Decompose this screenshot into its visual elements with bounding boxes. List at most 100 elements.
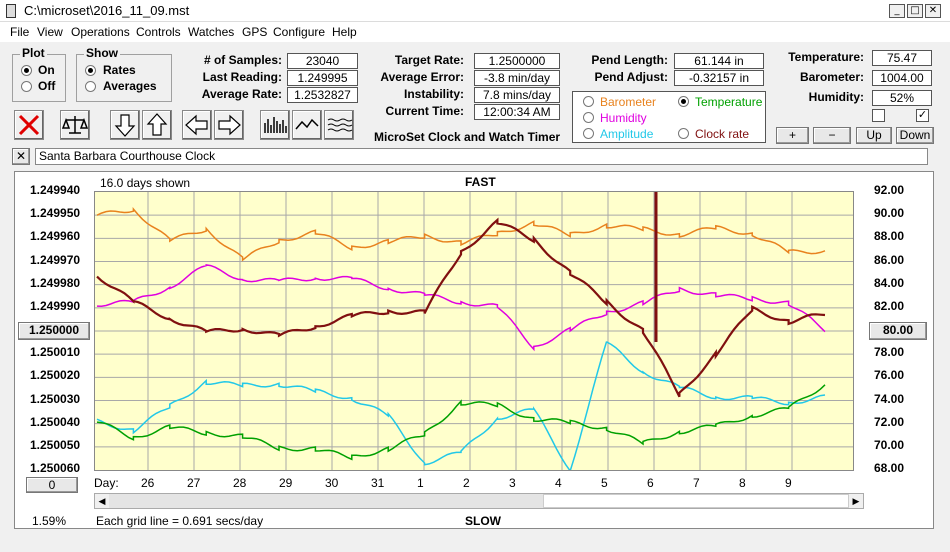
arrow-up-button[interactable] xyxy=(142,110,172,140)
x-tick: 6 xyxy=(647,476,654,490)
x-tick: 3 xyxy=(509,476,516,490)
wave-icon xyxy=(327,118,353,132)
arrow-left-button[interactable] xyxy=(182,110,212,140)
y-right-tick: 86.00 xyxy=(874,252,905,267)
barometer-radio[interactable] xyxy=(583,96,594,107)
histogram-button[interactable] xyxy=(260,110,290,140)
barometer-option-label: Barometer xyxy=(600,95,657,109)
right-mid-button[interactable]: 80.00 xyxy=(869,322,927,340)
show-averages-label: Averages xyxy=(103,79,157,93)
x-tick: 26 xyxy=(141,476,155,490)
smooth-button[interactable] xyxy=(292,110,322,140)
plot-area xyxy=(94,191,854,473)
menu-view[interactable]: View xyxy=(37,25,63,39)
menu-watches[interactable]: Watches xyxy=(188,25,235,39)
show-group-title: Show xyxy=(84,46,120,60)
scroll-thumb[interactable] xyxy=(543,494,849,508)
balance-button[interactable] xyxy=(60,110,90,140)
menu-help[interactable]: Help xyxy=(332,25,357,39)
clock-rate-radio[interactable] xyxy=(678,128,689,139)
horizontal-scrollbar[interactable]: ◀ ▶ xyxy=(94,493,864,509)
y-left-tick: 1.249940 xyxy=(30,183,81,197)
y-right-tick: 92.00 xyxy=(874,183,905,197)
rate-chart xyxy=(95,192,853,473)
x-tick: 1 xyxy=(417,476,424,490)
barometer-value: 1004.00 xyxy=(872,70,932,86)
amplitude-radio[interactable] xyxy=(583,128,594,139)
x-tick: 31 xyxy=(371,476,385,490)
humidity-option-label: Humidity xyxy=(600,111,647,125)
app-icon xyxy=(6,4,16,18)
x-tick: 2 xyxy=(463,476,470,490)
y-left-tick: 1.249950 xyxy=(30,206,81,221)
temperature-radio[interactable] xyxy=(678,96,689,107)
series-line-0 xyxy=(96,207,826,262)
clear-clock-button[interactable]: ✕ xyxy=(12,148,30,165)
plot-group xyxy=(12,54,66,102)
x-tick: 8 xyxy=(739,476,746,490)
menu-controls[interactable]: Controls xyxy=(136,25,181,39)
show-averages-radio[interactable] xyxy=(85,81,96,92)
arrow-up-icon xyxy=(146,113,168,136)
barometer-label: Barometer: xyxy=(799,70,864,84)
samples-label: # of Samples: xyxy=(203,53,282,67)
maximize-button[interactable]: □ xyxy=(907,4,923,18)
temperature-value: 75.47 xyxy=(872,50,932,66)
temperature-option-label: Temperature xyxy=(695,95,763,109)
env-checkbox-left[interactable] xyxy=(872,109,885,122)
plot-on-label: On xyxy=(38,63,55,77)
y-right-tick: 76.00 xyxy=(874,368,905,383)
plot-off-radio[interactable] xyxy=(21,81,32,92)
show-rates-label: Rates xyxy=(103,63,136,77)
y-right-tick: 82.00 xyxy=(874,298,905,313)
pend-length-value[interactable]: 61.144 in xyxy=(674,53,764,69)
close-button[interactable]: ✕ xyxy=(925,4,941,18)
menu-configure[interactable]: Configure xyxy=(273,25,326,39)
wave-button[interactable] xyxy=(324,110,354,140)
arrow-down-button[interactable] xyxy=(110,110,140,140)
menu-file[interactable]: File xyxy=(10,25,30,39)
pend-adjust-value[interactable]: -0.32157 in xyxy=(674,70,764,86)
show-rates-radio[interactable] xyxy=(85,65,96,76)
left-mid-button[interactable]: 1.250000 xyxy=(18,322,90,340)
plot-group-title: Plot xyxy=(20,46,47,60)
show-group xyxy=(76,54,172,102)
x-tick: 9 xyxy=(785,476,792,490)
series-line-2 xyxy=(96,341,826,473)
menu-gps[interactable]: GPS xyxy=(242,25,268,39)
plot-on-radio[interactable] xyxy=(21,65,32,76)
red-x-icon xyxy=(18,114,40,136)
scale-icon xyxy=(61,116,89,134)
y-right-tick: 72.00 xyxy=(874,414,905,429)
scroll-left-icon[interactable]: ◀ xyxy=(95,494,109,508)
down-button[interactable]: Down xyxy=(896,127,934,144)
clock-name-field[interactable]: Santa Barbara Courthouse Clock xyxy=(35,148,928,165)
arrow-right-button[interactable] xyxy=(214,110,244,140)
y-right-tick: 88.00 xyxy=(874,229,905,244)
minus-button[interactable]: − xyxy=(813,127,851,144)
average-error-value: -3.8 min/day xyxy=(474,70,560,86)
arrow-down-icon xyxy=(114,114,136,137)
humidity-radio[interactable] xyxy=(583,112,594,123)
histogram-icon xyxy=(264,117,287,133)
window-title: C:\microset\2016_11_09.mst xyxy=(24,3,190,18)
days-shown-label: 16.0 days shown xyxy=(100,176,191,190)
pend-length-label: Pend Length: xyxy=(591,53,668,67)
samples-value: 23040 xyxy=(287,53,358,69)
scroll-right-icon[interactable]: ▶ xyxy=(849,494,863,508)
minimize-button[interactable]: _ xyxy=(889,4,905,18)
up-button[interactable]: Up xyxy=(856,127,892,144)
env-checkbox-right[interactable]: ✓ xyxy=(916,109,929,122)
x-tick: 27 xyxy=(187,476,201,490)
left-bottom-button[interactable]: 0 xyxy=(26,477,78,493)
stop-button[interactable] xyxy=(14,110,44,140)
amplitude-option-label: Amplitude xyxy=(600,127,654,141)
y-left-tick: 1.250030 xyxy=(30,391,81,406)
menu-operations[interactable]: Operations xyxy=(71,25,130,39)
target-rate-value[interactable]: 1.2500000 xyxy=(474,53,560,69)
y-left-tick: 1.249960 xyxy=(30,229,81,244)
plus-button[interactable]: + xyxy=(776,127,809,144)
current-time-value: 12:00:34 AM xyxy=(474,104,560,120)
clock-rate-option-label: Clock rate xyxy=(695,127,750,141)
humidity-value: 52% xyxy=(872,90,932,106)
